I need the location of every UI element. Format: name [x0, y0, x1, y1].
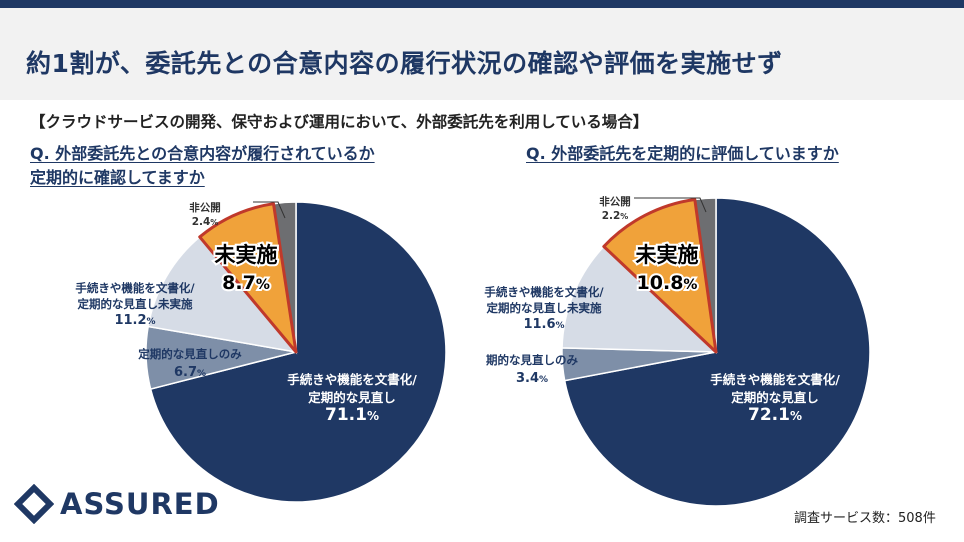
chart-1-slice-3 [147, 235, 298, 354]
chart-1-undisclosed-leader [253, 201, 286, 219]
chart-1-slice-2-value: 6.7% [174, 365, 206, 380]
chart-1-highlight-outline [198, 202, 298, 354]
chart-2-label-3: 手続きや機能を文書化/定期的な見直し未実施 11.6% [484, 285, 604, 332]
chart-1-slice-4-name-line-1: 未実施 [215, 243, 278, 267]
chart-2-slice-4-value: 10.8% [637, 272, 698, 294]
chart-1-slice-3-name-line-1: 手続きや機能を文書化/ [75, 281, 195, 295]
chart-1-slice-1-name-line-1: 手続きや機能を文書化/ [287, 372, 417, 387]
chart-2-slice-1-value: 72.1% [748, 405, 802, 425]
chart-1-label-3: 手続きや機能を文書化/定期的な見直し未実施 11.2% [75, 281, 195, 328]
chart-1-question: Q. 外部委託先との合意内容が履行されているか 定期的に確認してますか [30, 142, 470, 190]
chart-2-slice-5-value: 2.2% [602, 210, 629, 222]
chart-2-label-2: 期的な見直しのみ 3.4% [486, 353, 578, 386]
chart-1-label-2: 定期的な見直しのみ 6.7% [138, 347, 242, 380]
chart-1-slice-1 [149, 201, 447, 503]
chart-2-slice-5-name-line-1: 非公開 [599, 195, 631, 208]
chart-2-slice-2-name-line-1: 期的な見直しのみ [486, 353, 578, 367]
chart-1-slice-3-value: 11.2% [114, 313, 155, 328]
chart-2-slice-1-name-line-1: 手続きや機能を文書化/ [710, 372, 840, 387]
chart-1-question-line-2: 定期的に確認してますか [30, 168, 205, 187]
chart-1-slice-5-value: 2.4% [192, 216, 219, 228]
chart-2-slice-4-name-line-1: 未実施 [636, 243, 699, 267]
chart-1-slice-5-name-line-1: 非公開 [189, 201, 221, 214]
sample-size-note: 調査サービス数：508件 [794, 511, 936, 526]
chart-2-slice-3-name-line-1: 手続きや機能を文書化/ [484, 285, 604, 299]
page-title: 約1割が、委託先との合意内容の履行状況の確認や評価を実施せず [26, 49, 783, 78]
assured-logo-icon [14, 484, 54, 524]
chart-2-question: Q. 外部委託先を定期的に評価していますか [526, 142, 964, 166]
chart-1-label-4: 未実施 8.7% [213, 241, 280, 296]
chart-1-label-5: 非公開 2.4% [189, 201, 221, 228]
title-banner: 約1割が、委託先との合意内容の履行状況の確認や評価を実施せず [0, 8, 964, 100]
chart-1-slice-1-value: 71.1% [325, 405, 379, 425]
chart-1-slice-1-name-line-2: 定期的な見直し [307, 390, 396, 405]
chart-1-slice-4-value: 8.7% [222, 272, 270, 294]
chart-2-undisclosed-leader [634, 197, 707, 213]
chart-2-slice-2-value: 3.4% [516, 371, 548, 386]
chart-2-question-line-1: Q. 外部委託先を定期的に評価していますか [526, 144, 839, 163]
chart-2-highlight-outline [602, 197, 718, 354]
chart-2-slice-1-name-line-2: 定期的な見直し [730, 390, 819, 405]
chart-2-label-5: 非公開 2.2% [599, 195, 631, 222]
chart-2-slice-3-name-line-2: 定期的な見直し未実施 [487, 301, 602, 315]
chart-1-slice-2-name-line-1: 定期的な見直しのみ [138, 347, 242, 361]
chart-2-slice-3-value: 11.6% [523, 317, 564, 332]
chart-2-label-4: 未実施 10.8% [634, 241, 701, 296]
chart-1-question-line-1: Q. 外部委託先との合意内容が履行されているか [30, 144, 375, 163]
chart-2-slice-3 [561, 245, 718, 353]
brand-logo-text: ASSURED [60, 487, 220, 521]
top-accent-bar [0, 0, 964, 8]
chart-1-slice-3-name-line-2: 定期的な見直し未実施 [78, 297, 193, 311]
survey-scope-note: 【クラウドサービスの開発、保守および運用において、外部委託先を利用している場合】 [30, 113, 649, 131]
